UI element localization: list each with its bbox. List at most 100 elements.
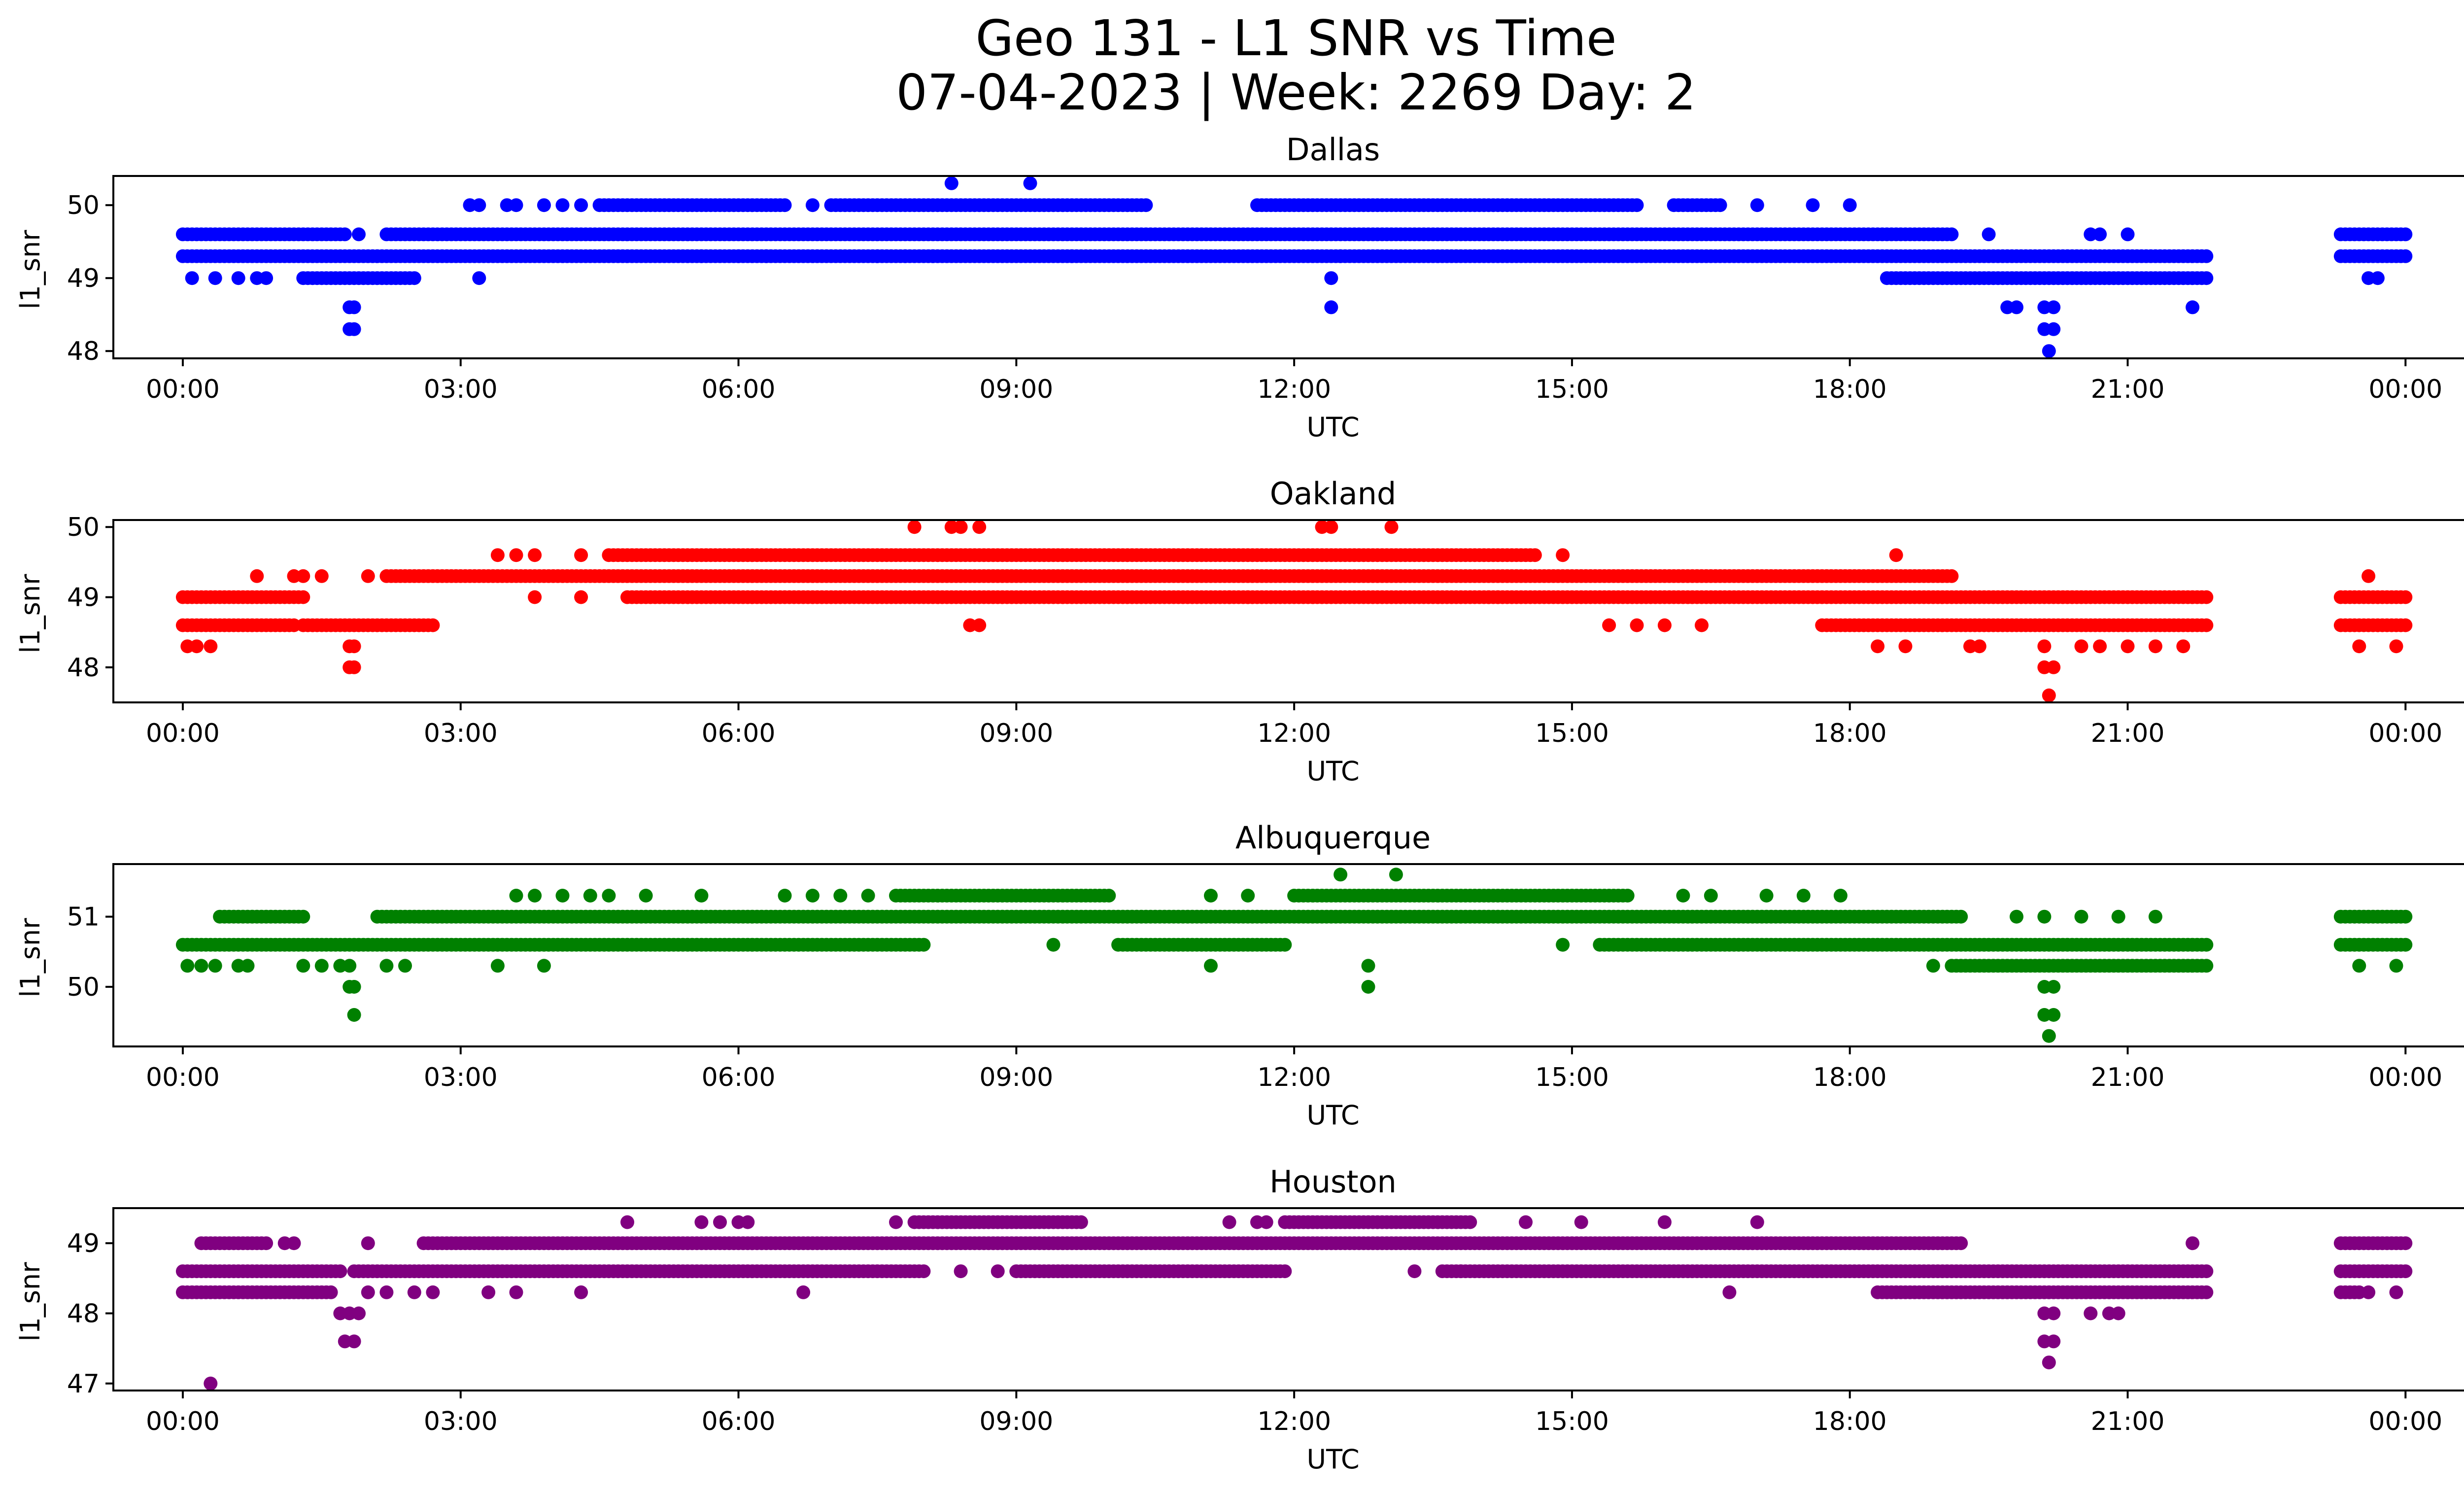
x-tick-label: 06:00 bbox=[702, 375, 776, 404]
data-point-dallas bbox=[898, 249, 912, 263]
subplot-title-houston: Houston bbox=[1269, 1164, 1397, 1200]
data-point-houston bbox=[2389, 1285, 2403, 1299]
x-tick-label: 09:00 bbox=[979, 375, 1053, 404]
data-point-houston bbox=[379, 1285, 394, 1299]
data-point-oakland bbox=[1556, 548, 1570, 562]
data-point-dallas bbox=[2093, 227, 2107, 242]
data-point-oakland bbox=[296, 590, 310, 604]
data-point-oakland bbox=[1384, 520, 1399, 534]
x-tick-label: 21:00 bbox=[2091, 1407, 2165, 1436]
data-point-houston bbox=[2047, 1306, 2061, 1321]
data-point-oakland bbox=[972, 520, 987, 534]
data-point-houston bbox=[796, 1285, 811, 1299]
y-tick-label: 49 bbox=[67, 1229, 100, 1258]
x-tick-label: 00:00 bbox=[146, 1063, 220, 1092]
panel-houston: Houston UTC l1_snr 00:00 03:00 06:00 09:00 1… bbox=[15, 1164, 2464, 1475]
data-point-albuquerque bbox=[2352, 959, 2366, 973]
data-point-oakland bbox=[2047, 660, 2061, 674]
y-tick-label: 49 bbox=[67, 583, 100, 613]
data-point-houston bbox=[361, 1285, 375, 1299]
axis-ticks-houston: 00:00 03:00 06:00 09:00 12:00 15:00 18:00 21:00… bbox=[67, 1229, 2442, 1436]
data-point-houston bbox=[2111, 1306, 2125, 1321]
data-point-albuquerque bbox=[1833, 889, 1848, 903]
data-point-houston bbox=[1407, 1264, 1422, 1279]
data-point-albuquerque bbox=[2389, 959, 2403, 973]
data-point-oakland bbox=[1945, 569, 1959, 583]
data-point-houston bbox=[1954, 1236, 1968, 1251]
data-point-oakland bbox=[1889, 548, 1903, 562]
x-tick-label: 03:00 bbox=[424, 719, 498, 748]
data-point-albuquerque bbox=[1620, 889, 1635, 903]
data-point-dallas bbox=[338, 227, 352, 242]
data-point-oakland bbox=[574, 548, 588, 562]
data-point-oakland bbox=[426, 618, 440, 632]
data-point-albuquerque bbox=[2042, 1029, 2056, 1043]
x-tick-label: 03:00 bbox=[424, 1063, 498, 1092]
data-point-dallas bbox=[694, 249, 709, 263]
data-point-houston bbox=[2199, 1285, 2214, 1299]
data-point-dallas bbox=[509, 198, 523, 212]
data-point-dallas bbox=[944, 176, 958, 190]
data-point-dallas bbox=[472, 271, 486, 285]
data-point-houston bbox=[1222, 1215, 1236, 1229]
data-point-dallas bbox=[1139, 198, 1153, 212]
data-point-albuquerque bbox=[2037, 909, 2052, 924]
data-point-houston bbox=[991, 1264, 1005, 1279]
data-point-dallas bbox=[352, 227, 366, 242]
data-point-albuquerque bbox=[1389, 868, 1403, 882]
data-point-albuquerque bbox=[208, 959, 222, 973]
data-point-oakland bbox=[1695, 618, 1709, 632]
data-point-oakland bbox=[314, 569, 329, 583]
x-tick-label: 03:00 bbox=[424, 1407, 498, 1436]
data-point-dallas bbox=[208, 271, 222, 285]
data-point-albuquerque bbox=[1241, 889, 1255, 903]
data-point-albuquerque bbox=[528, 889, 542, 903]
data-point-oakland bbox=[296, 569, 310, 583]
data-point-oakland bbox=[2093, 639, 2107, 654]
x-tick-label: 06:00 bbox=[702, 1063, 776, 1092]
panel-albuquerque: Albuquerque UTC l1_snr 00:00 03:00 06:00 09… bbox=[15, 820, 2464, 1131]
y-tick-label: 48 bbox=[67, 653, 100, 683]
data-point-oakland bbox=[2199, 590, 2214, 604]
x-tick-label: 00:00 bbox=[146, 375, 220, 404]
x-tick-label: 03:00 bbox=[424, 375, 498, 404]
data-point-albuquerque bbox=[1278, 938, 1292, 952]
scatter-points-albuquerque bbox=[175, 868, 2413, 1043]
data-point-dallas bbox=[2199, 271, 2214, 285]
x-tick-label: 00:00 bbox=[2368, 1407, 2442, 1436]
data-point-dallas bbox=[1713, 198, 1727, 212]
data-point-houston bbox=[2186, 1236, 2200, 1251]
x-tick-label: 12:00 bbox=[1257, 1063, 1331, 1092]
data-point-oakland bbox=[954, 520, 968, 534]
data-point-houston bbox=[1454, 1264, 1468, 1279]
data-point-oakland bbox=[574, 590, 588, 604]
data-point-albuquerque bbox=[602, 889, 616, 903]
plot-frame-oakland bbox=[112, 519, 2464, 703]
data-point-albuquerque bbox=[555, 889, 570, 903]
data-point-houston bbox=[204, 1376, 218, 1391]
data-point-houston bbox=[333, 1264, 347, 1279]
data-point-dallas bbox=[185, 271, 199, 285]
data-point-dallas bbox=[805, 198, 820, 212]
data-point-oakland bbox=[2176, 639, 2190, 654]
data-point-albuquerque bbox=[1046, 938, 1061, 952]
y-tick-label: 50 bbox=[67, 513, 100, 542]
data-point-albuquerque bbox=[240, 959, 255, 973]
data-point-albuquerque bbox=[398, 959, 412, 973]
data-point-albuquerque bbox=[1334, 868, 1348, 882]
x-tick-label: 21:00 bbox=[2091, 719, 2165, 748]
data-point-houston bbox=[954, 1264, 968, 1279]
data-point-oakland bbox=[509, 548, 523, 562]
data-point-albuquerque bbox=[296, 959, 310, 973]
data-point-albuquerque bbox=[694, 889, 709, 903]
data-point-dallas bbox=[2398, 227, 2413, 242]
data-point-dallas bbox=[574, 198, 588, 212]
data-point-albuquerque bbox=[2047, 1008, 2061, 1022]
data-point-dallas bbox=[1843, 198, 1857, 212]
data-point-houston bbox=[1750, 1215, 1764, 1229]
data-point-albuquerque bbox=[1676, 889, 1690, 903]
data-point-dallas bbox=[1324, 300, 1338, 314]
data-point-albuquerque bbox=[1102, 889, 1116, 903]
subplot-title-albuquerque: Albuquerque bbox=[1235, 820, 1431, 856]
data-point-houston bbox=[361, 1236, 375, 1251]
